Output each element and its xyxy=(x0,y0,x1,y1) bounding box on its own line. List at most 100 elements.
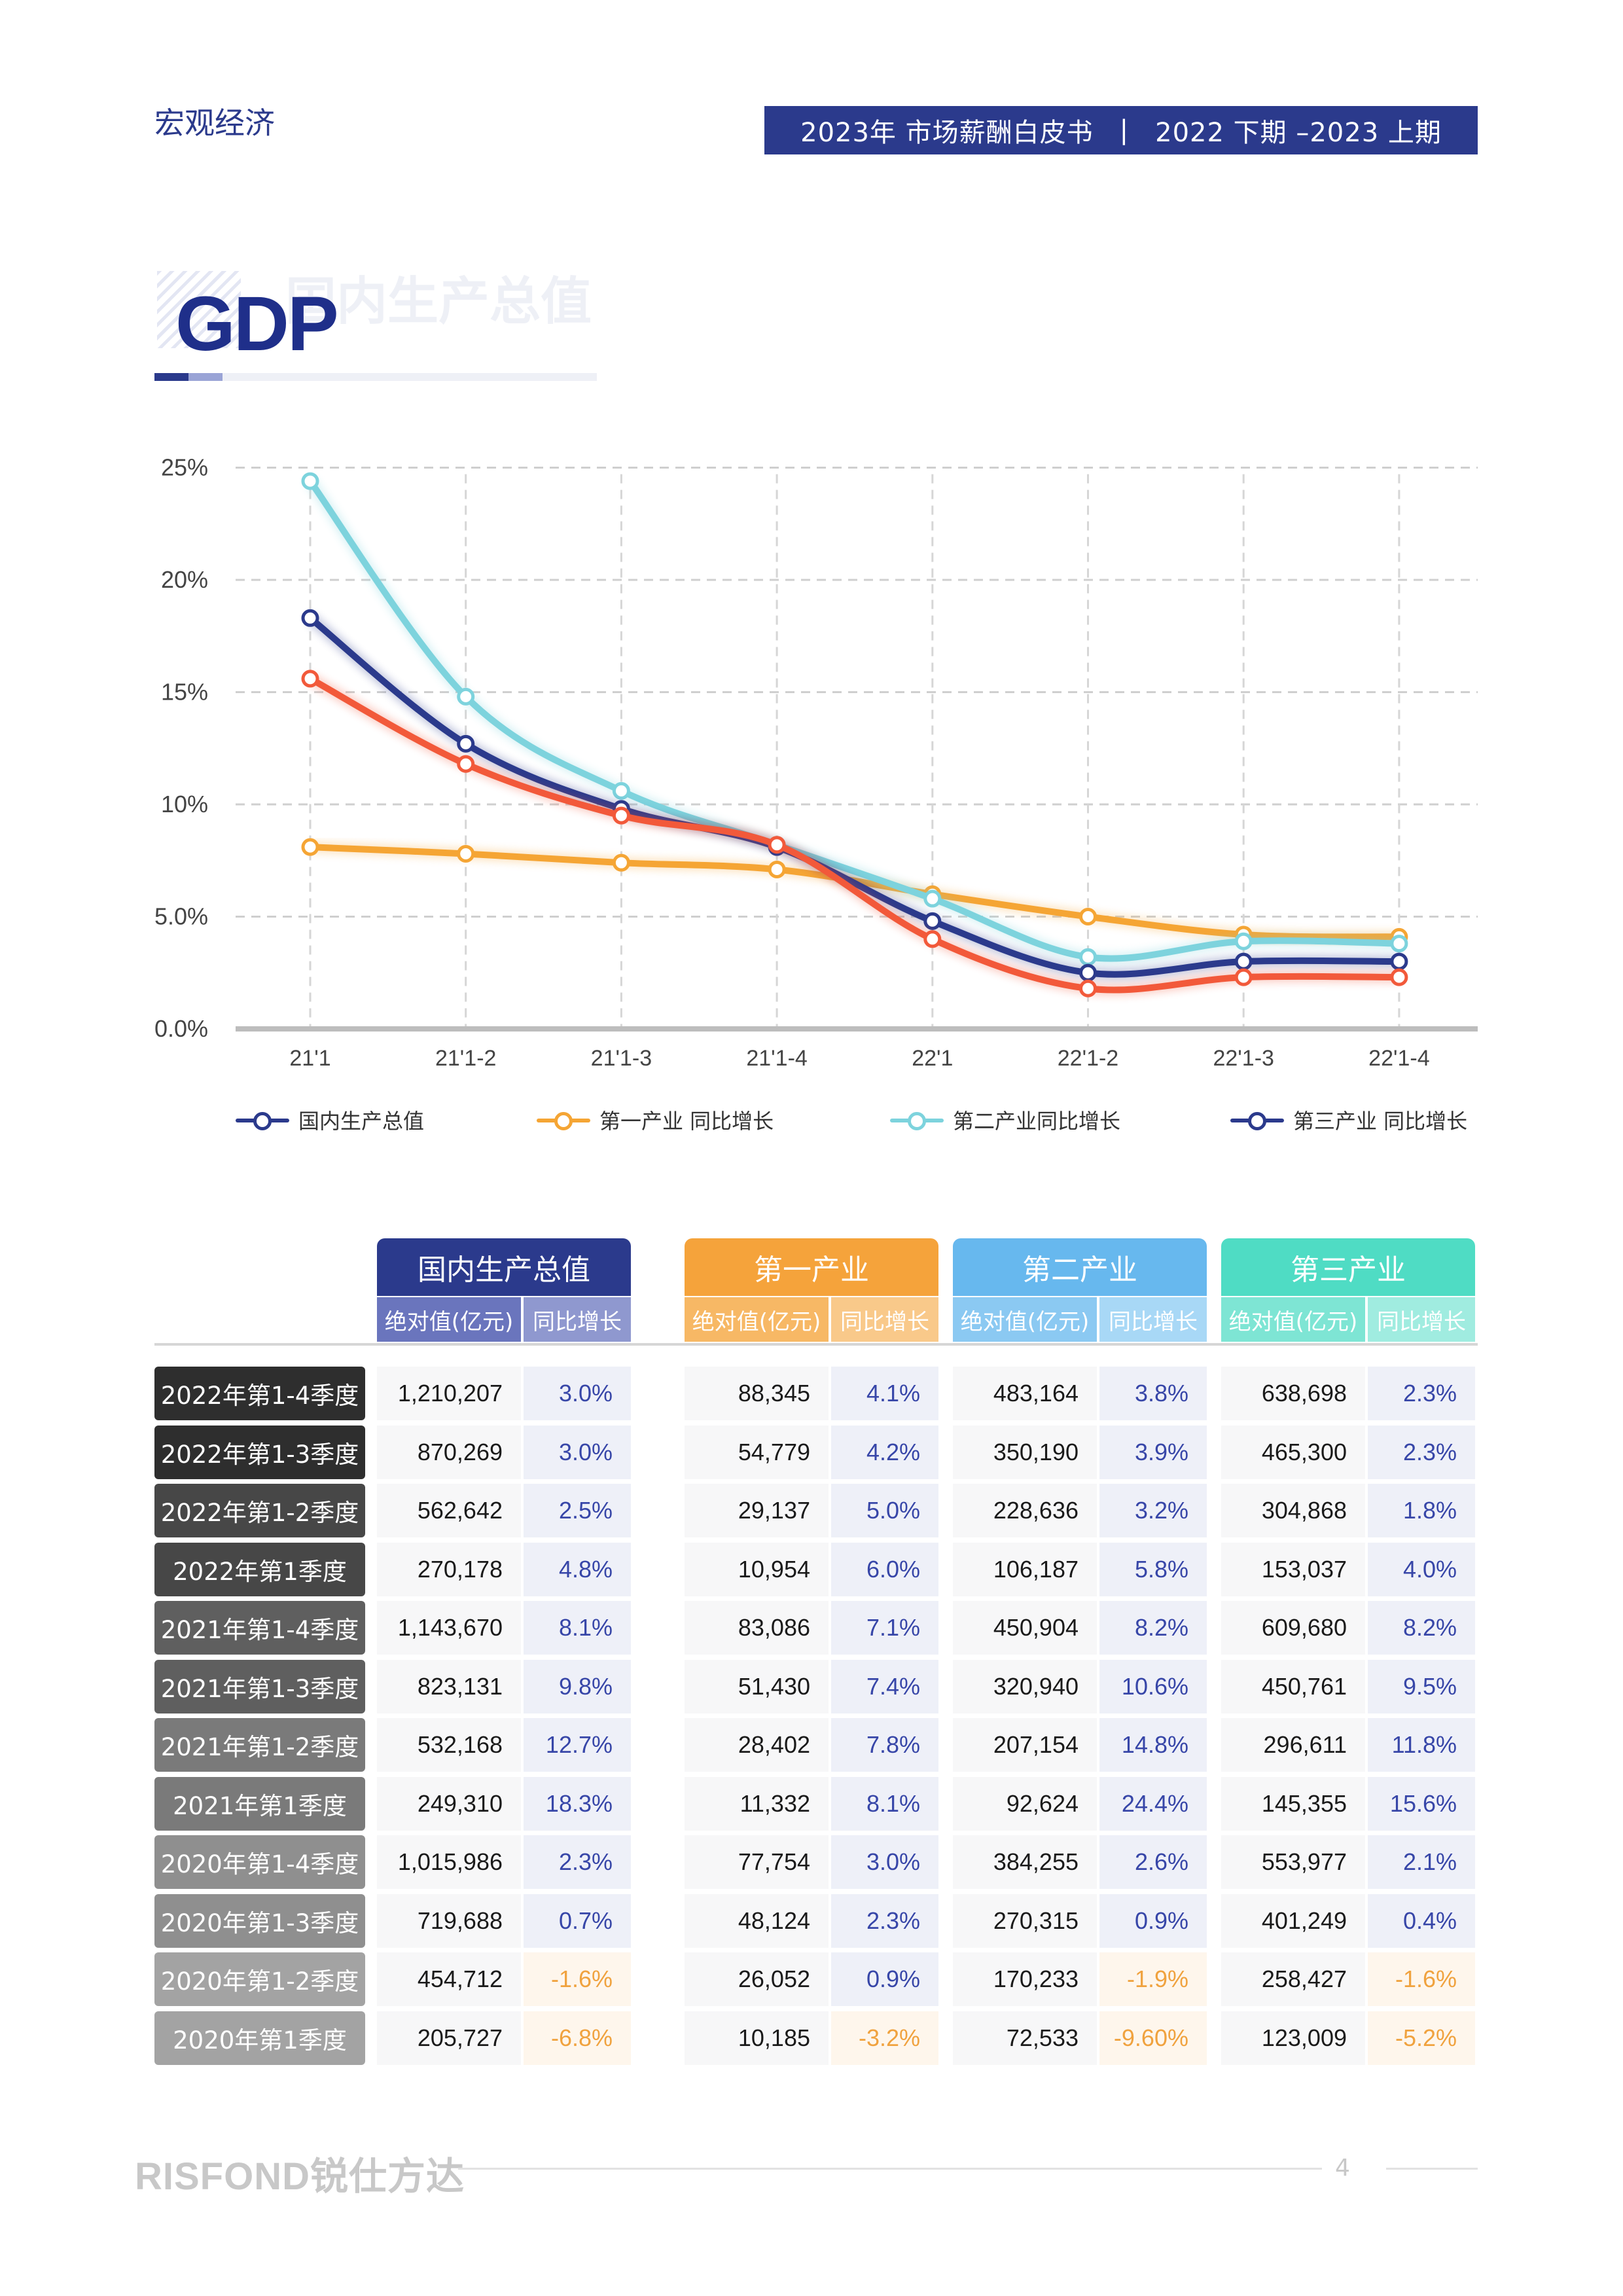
value-cell: 72,533 xyxy=(953,2011,1097,2065)
data-point xyxy=(1079,963,1097,982)
value-cell: 77,754 xyxy=(685,1835,829,1889)
x-tick-label: 22'1 xyxy=(912,1046,953,1071)
growth-cell: 0.7% xyxy=(524,1894,631,1948)
value-cell: 228,636 xyxy=(953,1484,1097,1537)
legend-label: 第三产业 同比增长 xyxy=(1293,1109,1468,1134)
title-underline-accent-light xyxy=(188,373,223,381)
data-point xyxy=(923,889,942,908)
row-label: 2020年第1-3季度 xyxy=(154,1894,365,1948)
series-glow xyxy=(306,613,1399,980)
data-point xyxy=(1390,968,1408,986)
data-point xyxy=(1390,935,1408,953)
data-point xyxy=(301,609,319,627)
data-point xyxy=(768,836,786,854)
value-cell: 465,300 xyxy=(1221,1426,1365,1479)
legend-item-secondary: 第二产业同比增长 xyxy=(890,1105,1120,1135)
legend-item-gdp: 国内生产总值 xyxy=(236,1105,424,1135)
subheader-absolute: 绝对值(亿元) xyxy=(685,1297,829,1342)
value-cell: 1,143,670 xyxy=(377,1601,521,1655)
growth-cell: -9.60% xyxy=(1099,2011,1207,2065)
growth-cell: 1.8% xyxy=(1368,1484,1475,1537)
growth-cell: 8.2% xyxy=(1368,1601,1475,1655)
value-cell: 26,052 xyxy=(685,1952,829,2006)
row-label: 2022年第1-4季度 xyxy=(154,1367,365,1420)
data-point xyxy=(1079,979,1097,997)
value-cell: 719,688 xyxy=(377,1894,521,1948)
value-cell: 170,233 xyxy=(953,1952,1097,2006)
growth-cell: -1.6% xyxy=(524,1952,631,2006)
section-label: 宏观经济 xyxy=(154,105,275,141)
value-cell: 88,345 xyxy=(685,1367,829,1420)
value-cell: 320,940 xyxy=(953,1660,1097,1713)
row-label: 2021年第1-2季度 xyxy=(154,1718,365,1772)
value-cell: 11,332 xyxy=(685,1777,829,1831)
growth-cell: 14.8% xyxy=(1099,1718,1207,1772)
value-cell: 10,185 xyxy=(685,2011,829,2065)
title-underline xyxy=(154,373,597,381)
legend-item-tertiary: 第三产业 同比增长 xyxy=(1230,1105,1467,1135)
subheader-growth: 同比增长 xyxy=(524,1297,631,1342)
x-tick-label: 21'1-4 xyxy=(746,1046,807,1071)
x-tick-label: 21'1-2 xyxy=(435,1046,496,1071)
value-cell: 401,249 xyxy=(1221,1894,1365,1948)
data-point xyxy=(1234,952,1253,971)
data-point xyxy=(1079,908,1097,925)
data-point xyxy=(1390,952,1408,971)
data-point xyxy=(457,734,475,753)
title-underline-accent xyxy=(154,373,188,381)
data-point xyxy=(457,755,475,773)
value-cell: 532,168 xyxy=(377,1718,521,1772)
value-cell: 258,427 xyxy=(1221,1952,1365,2006)
growth-cell: 24.4% xyxy=(1099,1777,1207,1831)
value-cell: 54,779 xyxy=(685,1426,829,1479)
hatch-decoration xyxy=(157,271,241,348)
data-point xyxy=(301,472,319,490)
growth-cell: 0.4% xyxy=(1368,1894,1475,1948)
value-cell: 249,310 xyxy=(377,1777,521,1831)
data-point xyxy=(923,912,942,930)
value-cell: 92,624 xyxy=(953,1777,1097,1831)
growth-cell: 2.6% xyxy=(1099,1835,1207,1889)
growth-cell: 2.1% xyxy=(1368,1835,1475,1889)
x-tick-label: 21'1 xyxy=(289,1046,330,1071)
legend-marker xyxy=(537,1111,590,1130)
x-tick-label: 22'1-2 xyxy=(1058,1046,1118,1071)
value-cell: 454,712 xyxy=(377,1952,521,2006)
value-cell: 51,430 xyxy=(685,1660,829,1713)
report-title: 2023年 市场薪酬白皮书 xyxy=(800,118,1094,148)
value-cell: 145,355 xyxy=(1221,1777,1365,1831)
growth-cell: -1.6% xyxy=(1368,1952,1475,2006)
page-number: 4 xyxy=(1335,2155,1350,2181)
growth-cell: -6.8% xyxy=(524,2011,631,2065)
growth-cell: 9.5% xyxy=(1368,1660,1475,1713)
legend-marker xyxy=(890,1111,944,1130)
group-header: 第一产业 xyxy=(685,1238,938,1296)
growth-cell: 11.8% xyxy=(1368,1718,1475,1772)
group-header: 国内生产总值 xyxy=(377,1238,631,1296)
growth-cell: 7.1% xyxy=(831,1601,938,1655)
growth-cell: 4.8% xyxy=(524,1543,631,1596)
row-label: 2020年第1季度 xyxy=(154,2011,365,2065)
data-point xyxy=(457,687,475,706)
growth-cell: 15.6% xyxy=(1368,1777,1475,1831)
value-cell: 48,124 xyxy=(685,1894,829,1948)
value-cell: 296,611 xyxy=(1221,1718,1365,1772)
footer-rule xyxy=(458,2168,1322,2170)
growth-cell: 3.9% xyxy=(1099,1426,1207,1479)
value-cell: 823,131 xyxy=(377,1660,521,1713)
data-point xyxy=(768,860,786,878)
legend-label: 第一产业 同比增长 xyxy=(599,1109,774,1134)
growth-cell: 9.8% xyxy=(524,1660,631,1713)
value-cell: 153,037 xyxy=(1221,1543,1365,1596)
legend-marker xyxy=(236,1111,289,1130)
row-label: 2021年第1-3季度 xyxy=(154,1660,365,1713)
value-cell: 609,680 xyxy=(1221,1601,1365,1655)
value-cell: 384,255 xyxy=(953,1835,1097,1889)
subheader-absolute: 绝对值(亿元) xyxy=(377,1297,521,1342)
row-label: 2021年第1-4季度 xyxy=(154,1601,365,1655)
growth-cell: 7.4% xyxy=(831,1660,938,1713)
value-cell: 562,642 xyxy=(377,1484,521,1537)
growth-cell: 0.9% xyxy=(1099,1894,1207,1948)
group-header: 第三产业 xyxy=(1221,1238,1475,1296)
growth-cell: -1.9% xyxy=(1099,1952,1207,2006)
